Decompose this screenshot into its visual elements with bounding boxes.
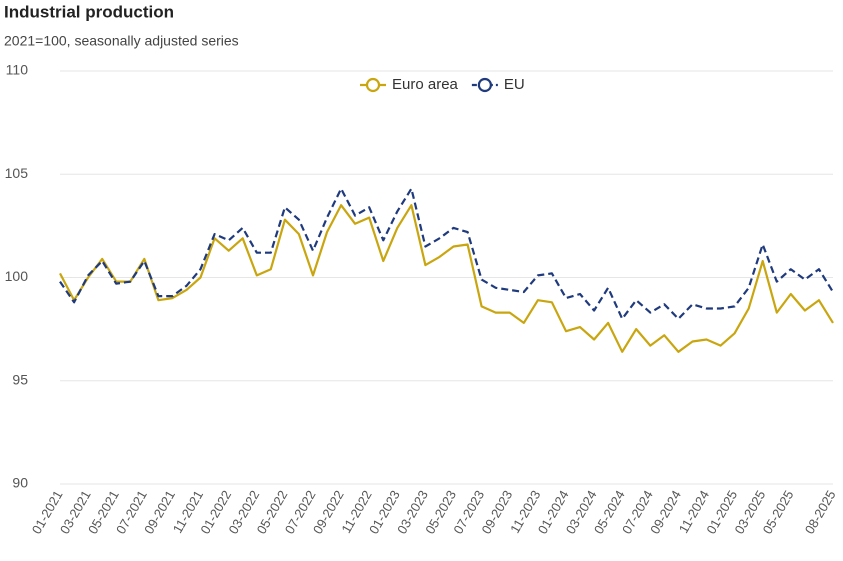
series-line: [59, 187, 834, 320]
chart-subtitle: 2021=100, seasonally adjusted series: [4, 33, 239, 49]
legend-marker: [477, 77, 492, 93]
y-tick-label: 110: [6, 62, 29, 78]
legend-marker: [365, 77, 381, 93]
x-tick-label: 08-2025: [802, 488, 839, 537]
y-tick-label: 105: [5, 165, 29, 181]
series-line: [59, 204, 834, 353]
y-tick-label: 95: [12, 371, 28, 387]
y-tick-label: 100: [5, 268, 29, 284]
y-tick-label: 90: [12, 475, 28, 491]
legend-label: EU: [504, 76, 525, 93]
legend-label: Euro area: [392, 76, 459, 93]
chart-title: Industrial production: [4, 2, 174, 21]
